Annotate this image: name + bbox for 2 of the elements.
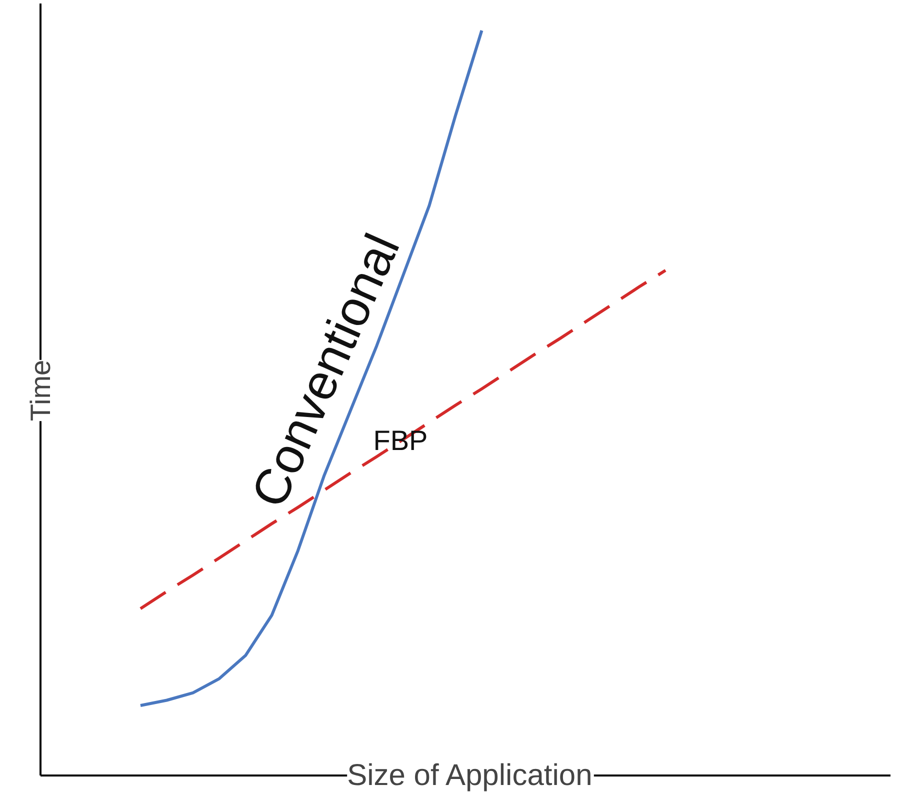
y-axis-title: Time xyxy=(25,360,56,422)
x-axis-title: Size of Application xyxy=(347,759,592,792)
